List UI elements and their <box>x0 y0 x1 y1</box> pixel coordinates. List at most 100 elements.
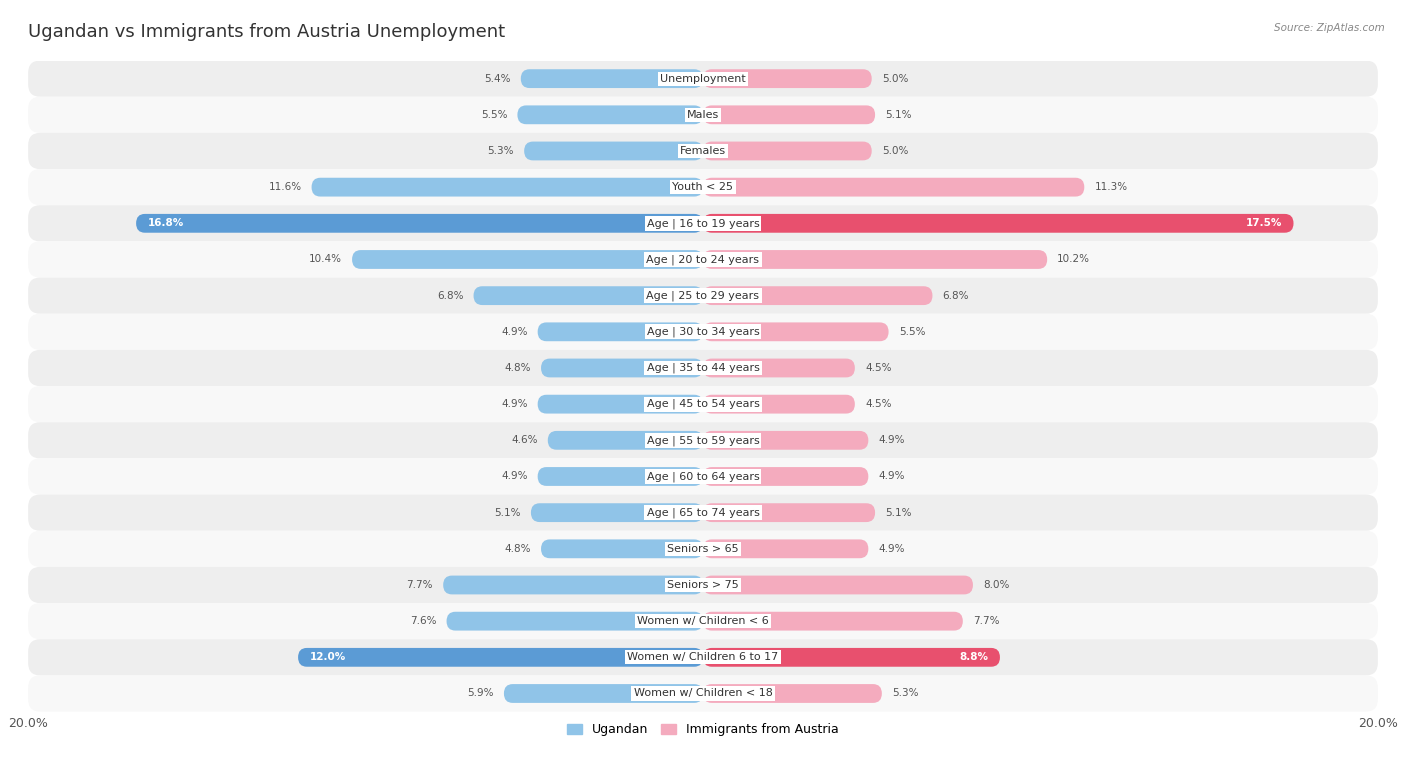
FancyBboxPatch shape <box>703 359 855 378</box>
Text: 16.8%: 16.8% <box>148 218 184 229</box>
Text: 4.9%: 4.9% <box>501 327 527 337</box>
Text: 5.5%: 5.5% <box>898 327 925 337</box>
Text: 7.6%: 7.6% <box>411 616 436 626</box>
FancyBboxPatch shape <box>703 684 882 703</box>
Text: 5.1%: 5.1% <box>495 508 520 518</box>
FancyBboxPatch shape <box>28 61 1378 97</box>
Text: 4.9%: 4.9% <box>501 399 527 409</box>
FancyBboxPatch shape <box>541 540 703 558</box>
Text: 8.0%: 8.0% <box>983 580 1010 590</box>
Text: 5.4%: 5.4% <box>484 73 510 83</box>
FancyBboxPatch shape <box>703 214 1294 232</box>
Text: 4.9%: 4.9% <box>879 472 905 481</box>
FancyBboxPatch shape <box>28 97 1378 133</box>
FancyBboxPatch shape <box>703 612 963 631</box>
FancyBboxPatch shape <box>352 250 703 269</box>
Text: Age | 16 to 19 years: Age | 16 to 19 years <box>647 218 759 229</box>
Text: 4.5%: 4.5% <box>865 363 891 373</box>
FancyBboxPatch shape <box>503 684 703 703</box>
Text: Females: Females <box>681 146 725 156</box>
Text: Ugandan vs Immigrants from Austria Unemployment: Ugandan vs Immigrants from Austria Unemp… <box>28 23 505 41</box>
FancyBboxPatch shape <box>136 214 703 232</box>
Text: 4.8%: 4.8% <box>505 363 531 373</box>
FancyBboxPatch shape <box>28 278 1378 313</box>
Text: 17.5%: 17.5% <box>1246 218 1282 229</box>
FancyBboxPatch shape <box>28 531 1378 567</box>
FancyBboxPatch shape <box>298 648 703 667</box>
Text: 5.9%: 5.9% <box>467 689 494 699</box>
FancyBboxPatch shape <box>28 241 1378 278</box>
FancyBboxPatch shape <box>548 431 703 450</box>
FancyBboxPatch shape <box>28 386 1378 422</box>
Text: 11.3%: 11.3% <box>1094 182 1128 192</box>
Text: Age | 55 to 59 years: Age | 55 to 59 years <box>647 435 759 446</box>
FancyBboxPatch shape <box>524 142 703 160</box>
Text: 4.9%: 4.9% <box>879 544 905 554</box>
FancyBboxPatch shape <box>703 503 875 522</box>
Text: 6.8%: 6.8% <box>437 291 464 301</box>
FancyBboxPatch shape <box>28 567 1378 603</box>
Text: 4.9%: 4.9% <box>879 435 905 445</box>
FancyBboxPatch shape <box>703 178 1084 197</box>
FancyBboxPatch shape <box>703 394 855 413</box>
FancyBboxPatch shape <box>312 178 703 197</box>
FancyBboxPatch shape <box>703 142 872 160</box>
FancyBboxPatch shape <box>517 105 703 124</box>
Text: 5.5%: 5.5% <box>481 110 508 120</box>
FancyBboxPatch shape <box>703 105 875 124</box>
Text: Women w/ Children < 18: Women w/ Children < 18 <box>634 689 772 699</box>
Text: Age | 65 to 74 years: Age | 65 to 74 years <box>647 507 759 518</box>
FancyBboxPatch shape <box>28 422 1378 459</box>
Text: Seniors > 75: Seniors > 75 <box>666 580 740 590</box>
Text: 8.8%: 8.8% <box>959 653 988 662</box>
Text: 10.2%: 10.2% <box>1057 254 1090 264</box>
FancyBboxPatch shape <box>28 169 1378 205</box>
FancyBboxPatch shape <box>28 639 1378 675</box>
FancyBboxPatch shape <box>28 205 1378 241</box>
Text: 10.4%: 10.4% <box>309 254 342 264</box>
Text: Age | 25 to 29 years: Age | 25 to 29 years <box>647 291 759 301</box>
FancyBboxPatch shape <box>703 575 973 594</box>
FancyBboxPatch shape <box>28 313 1378 350</box>
Text: 4.9%: 4.9% <box>501 472 527 481</box>
FancyBboxPatch shape <box>703 540 869 558</box>
FancyBboxPatch shape <box>28 603 1378 639</box>
Text: Age | 60 to 64 years: Age | 60 to 64 years <box>647 472 759 481</box>
Text: Source: ZipAtlas.com: Source: ZipAtlas.com <box>1274 23 1385 33</box>
FancyBboxPatch shape <box>28 494 1378 531</box>
FancyBboxPatch shape <box>28 133 1378 169</box>
Text: Age | 45 to 54 years: Age | 45 to 54 years <box>647 399 759 410</box>
FancyBboxPatch shape <box>703 648 1000 667</box>
Text: 7.7%: 7.7% <box>406 580 433 590</box>
Text: Women w/ Children 6 to 17: Women w/ Children 6 to 17 <box>627 653 779 662</box>
FancyBboxPatch shape <box>703 69 872 88</box>
FancyBboxPatch shape <box>474 286 703 305</box>
FancyBboxPatch shape <box>520 69 703 88</box>
Text: 4.8%: 4.8% <box>505 544 531 554</box>
Text: Age | 20 to 24 years: Age | 20 to 24 years <box>647 254 759 265</box>
FancyBboxPatch shape <box>537 467 703 486</box>
FancyBboxPatch shape <box>28 350 1378 386</box>
FancyBboxPatch shape <box>703 250 1047 269</box>
Text: 5.0%: 5.0% <box>882 73 908 83</box>
Text: 5.1%: 5.1% <box>886 508 911 518</box>
Text: 5.1%: 5.1% <box>886 110 911 120</box>
FancyBboxPatch shape <box>703 431 869 450</box>
Text: 11.6%: 11.6% <box>269 182 301 192</box>
Text: 5.3%: 5.3% <box>488 146 515 156</box>
FancyBboxPatch shape <box>28 459 1378 494</box>
FancyBboxPatch shape <box>537 394 703 413</box>
Text: 5.0%: 5.0% <box>882 146 908 156</box>
Text: 5.3%: 5.3% <box>891 689 918 699</box>
Text: 7.7%: 7.7% <box>973 616 1000 626</box>
Text: 6.8%: 6.8% <box>942 291 969 301</box>
Text: Women w/ Children < 6: Women w/ Children < 6 <box>637 616 769 626</box>
Text: 4.5%: 4.5% <box>865 399 891 409</box>
Text: Age | 30 to 34 years: Age | 30 to 34 years <box>647 326 759 337</box>
Text: Age | 35 to 44 years: Age | 35 to 44 years <box>647 363 759 373</box>
Legend: Ugandan, Immigrants from Austria: Ugandan, Immigrants from Austria <box>562 718 844 741</box>
FancyBboxPatch shape <box>443 575 703 594</box>
FancyBboxPatch shape <box>531 503 703 522</box>
Text: 12.0%: 12.0% <box>309 653 346 662</box>
FancyBboxPatch shape <box>703 286 932 305</box>
